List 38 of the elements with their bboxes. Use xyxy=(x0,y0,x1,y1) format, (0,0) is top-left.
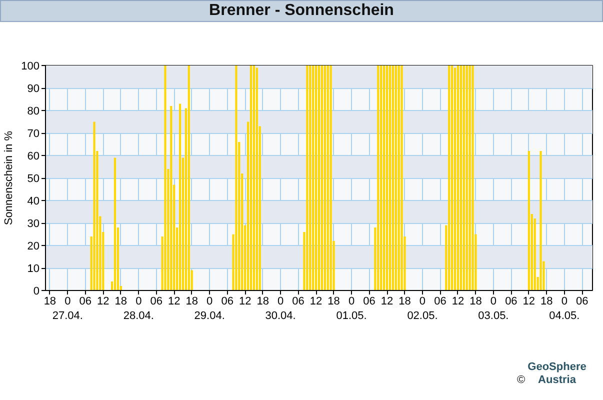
x-tick-label: 06 xyxy=(363,296,376,308)
x-tick-label: 12 xyxy=(380,296,394,308)
y-tick-label: 60 xyxy=(27,150,40,162)
y-tick-label: 0 xyxy=(33,286,40,298)
x-tick-label: 12 xyxy=(97,296,110,308)
y-tick-label: 90 xyxy=(27,83,40,95)
y-tick-label: 20 xyxy=(27,240,40,252)
x-tick-label: 12 xyxy=(238,296,252,308)
y-axis-title: Sonnenschein in % xyxy=(3,130,16,226)
x-tick-label: 06 xyxy=(292,296,304,308)
x-tick-label: 06 xyxy=(221,296,234,308)
y-tick-label: 80 xyxy=(27,106,40,118)
x-tick-label: 18 xyxy=(540,296,553,308)
y-tick-label: 10 xyxy=(27,263,40,275)
y-tick-label: 40 xyxy=(27,196,40,208)
y-tick-label: 100 xyxy=(21,60,40,72)
x-tick-label: 06 xyxy=(150,296,163,308)
x-tick-label: 18 xyxy=(256,296,269,308)
y-tick-label: 50 xyxy=(27,173,40,185)
x-tick-label: 18 xyxy=(328,296,340,308)
x-tick-label: 06 xyxy=(434,296,446,308)
x-tick-label: 18 xyxy=(470,296,482,308)
x-tick-label: 12 xyxy=(168,296,180,308)
x-tick-label: 06 xyxy=(576,296,588,308)
x-tick-label: 18 xyxy=(398,296,411,308)
x-tick-label: 12 xyxy=(522,296,536,308)
text: GeoSphere Austria xyxy=(528,361,586,386)
x-tick-label: 12 xyxy=(452,296,464,308)
x-tick-label: 12 xyxy=(310,296,322,308)
x-tick-label: 18 xyxy=(44,296,56,308)
y-tick-label: 70 xyxy=(27,128,40,140)
x-tick-label: 06 xyxy=(505,296,518,308)
text: © xyxy=(517,374,526,387)
x-tick-label: 18 xyxy=(186,296,198,308)
x-tick-label: 18 xyxy=(114,296,128,308)
y-tick-label: 30 xyxy=(27,218,40,230)
x-tick-label: 06 xyxy=(79,296,92,308)
chart-title: Brenner - Sonnenschein xyxy=(209,1,394,21)
